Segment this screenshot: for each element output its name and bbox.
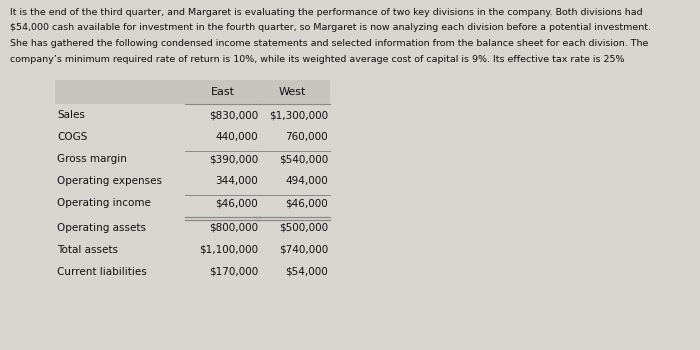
Text: $800,000: $800,000 <box>209 223 258 233</box>
Text: COGS: COGS <box>57 132 88 142</box>
Text: $54,000 cash available for investment in the fourth quarter, so Margaret is now : $54,000 cash available for investment in… <box>10 23 651 33</box>
Text: $500,000: $500,000 <box>279 223 328 233</box>
Text: West: West <box>279 87 306 97</box>
Text: $540,000: $540,000 <box>279 154 328 164</box>
Text: $46,000: $46,000 <box>216 198 258 208</box>
Text: $830,000: $830,000 <box>209 110 258 120</box>
Text: Operating expenses: Operating expenses <box>57 176 162 186</box>
Text: Current liabilities: Current liabilities <box>57 267 147 277</box>
Text: 344,000: 344,000 <box>216 176 258 186</box>
Text: It is the end of the third quarter, and Margaret is evaluating the performance o: It is the end of the third quarter, and … <box>10 8 643 17</box>
Text: Operating assets: Operating assets <box>57 223 146 233</box>
Text: $1,300,000: $1,300,000 <box>269 110 328 120</box>
Text: $46,000: $46,000 <box>286 198 328 208</box>
Text: East: East <box>211 87 234 97</box>
Text: $390,000: $390,000 <box>209 154 258 164</box>
Text: Sales: Sales <box>57 110 85 120</box>
Text: $740,000: $740,000 <box>279 245 328 255</box>
Text: Total assets: Total assets <box>57 245 118 255</box>
FancyBboxPatch shape <box>55 80 330 104</box>
Text: 440,000: 440,000 <box>216 132 258 142</box>
Text: Operating income: Operating income <box>57 198 151 208</box>
Text: $54,000: $54,000 <box>286 267 328 277</box>
Text: $170,000: $170,000 <box>209 267 258 277</box>
Text: She has gathered the following condensed income statements and selected informat: She has gathered the following condensed… <box>10 39 648 48</box>
Text: 494,000: 494,000 <box>286 176 328 186</box>
Text: 760,000: 760,000 <box>286 132 328 142</box>
Text: company’s minimum required rate of return is 10%, while its weighted average cos: company’s minimum required rate of retur… <box>10 55 624 63</box>
Text: $1,100,000: $1,100,000 <box>199 245 258 255</box>
Text: Gross margin: Gross margin <box>57 154 127 164</box>
